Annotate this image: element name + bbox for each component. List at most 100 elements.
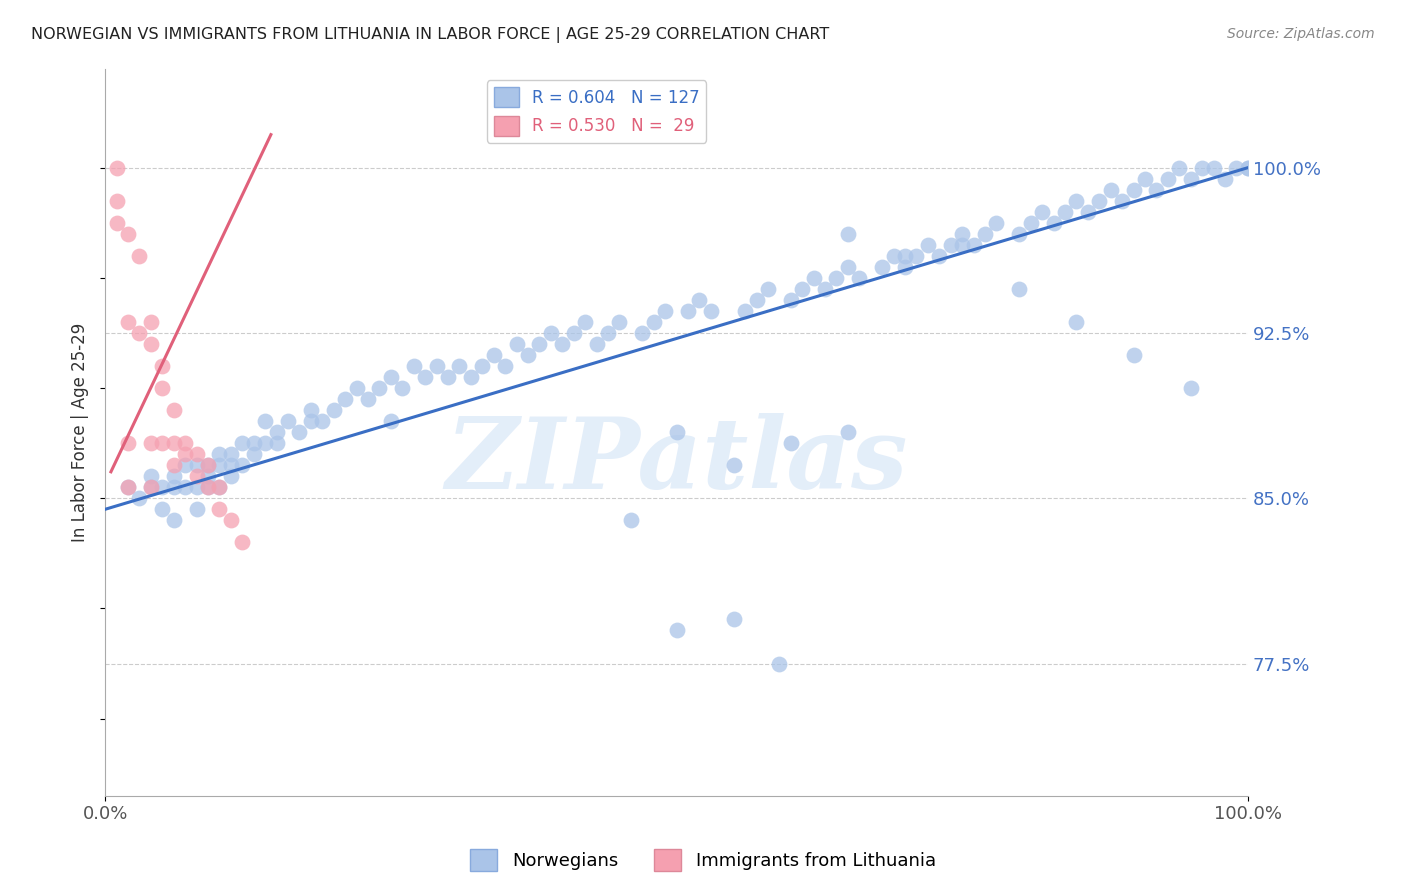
- Point: [894, 249, 917, 263]
- Point: [163, 458, 186, 473]
- Text: Source: ZipAtlas.com: Source: ZipAtlas.com: [1227, 27, 1375, 41]
- Point: [219, 458, 242, 473]
- Point: [1019, 216, 1042, 230]
- Point: [1191, 161, 1213, 175]
- Point: [266, 425, 288, 439]
- Point: [105, 216, 128, 230]
- Point: [950, 237, 973, 252]
- Point: [631, 326, 654, 340]
- Legend: Norwegians, Immigrants from Lithuania: Norwegians, Immigrants from Lithuania: [463, 842, 943, 879]
- Point: [917, 237, 939, 252]
- Point: [700, 304, 723, 318]
- Point: [734, 304, 756, 318]
- Point: [562, 326, 585, 340]
- Point: [1168, 161, 1191, 175]
- Point: [1111, 194, 1133, 208]
- Point: [299, 414, 322, 428]
- Point: [517, 348, 540, 362]
- Point: [186, 502, 208, 516]
- Point: [1225, 161, 1247, 175]
- Point: [803, 271, 825, 285]
- Point: [1122, 348, 1144, 362]
- Point: [128, 249, 150, 263]
- Point: [1042, 216, 1064, 230]
- Point: [1133, 171, 1156, 186]
- Point: [1077, 204, 1099, 219]
- Point: [779, 293, 801, 307]
- Point: [186, 458, 208, 473]
- Point: [574, 315, 596, 329]
- Point: [150, 436, 173, 450]
- Point: [117, 227, 139, 241]
- Point: [894, 260, 917, 274]
- Point: [311, 414, 333, 428]
- Point: [174, 458, 197, 473]
- Point: [779, 436, 801, 450]
- Point: [745, 293, 768, 307]
- Point: [676, 304, 699, 318]
- Point: [117, 436, 139, 450]
- Text: ZIPatlas: ZIPatlas: [446, 413, 908, 509]
- Point: [529, 337, 551, 351]
- Point: [208, 480, 231, 494]
- Point: [117, 480, 139, 494]
- Point: [654, 304, 676, 318]
- Point: [288, 425, 311, 439]
- Point: [197, 458, 219, 473]
- Point: [150, 381, 173, 395]
- Point: [768, 657, 790, 671]
- Point: [449, 359, 471, 373]
- Point: [494, 359, 516, 373]
- Point: [986, 216, 1008, 230]
- Point: [437, 370, 460, 384]
- Point: [643, 315, 665, 329]
- Point: [139, 469, 162, 483]
- Point: [596, 326, 619, 340]
- Point: [962, 237, 984, 252]
- Point: [219, 513, 242, 527]
- Point: [391, 381, 413, 395]
- Point: [974, 227, 997, 241]
- Point: [1088, 194, 1111, 208]
- Point: [231, 458, 253, 473]
- Point: [723, 458, 745, 473]
- Point: [219, 469, 242, 483]
- Point: [254, 436, 277, 450]
- Y-axis label: In Labor Force | Age 25-29: In Labor Force | Age 25-29: [72, 323, 89, 541]
- Point: [688, 293, 710, 307]
- Point: [208, 480, 231, 494]
- Point: [1180, 381, 1202, 395]
- Point: [837, 227, 859, 241]
- Point: [620, 513, 643, 527]
- Point: [939, 237, 962, 252]
- Point: [756, 282, 779, 296]
- Point: [540, 326, 562, 340]
- Point: [471, 359, 494, 373]
- Point: [242, 447, 264, 461]
- Point: [380, 414, 402, 428]
- Point: [357, 392, 380, 406]
- Point: [117, 315, 139, 329]
- Point: [482, 348, 505, 362]
- Point: [254, 414, 277, 428]
- Point: [905, 249, 928, 263]
- Point: [231, 436, 253, 450]
- Point: [174, 447, 197, 461]
- Point: [848, 271, 870, 285]
- Point: [231, 535, 253, 549]
- Point: [1202, 161, 1225, 175]
- Point: [1180, 171, 1202, 186]
- Point: [665, 425, 688, 439]
- Point: [870, 260, 893, 274]
- Point: [1144, 183, 1167, 197]
- Point: [368, 381, 391, 395]
- Point: [928, 249, 950, 263]
- Point: [197, 480, 219, 494]
- Point: [825, 271, 848, 285]
- Point: [1008, 282, 1031, 296]
- Point: [139, 480, 162, 494]
- Point: [1213, 171, 1236, 186]
- Point: [186, 447, 208, 461]
- Point: [1237, 161, 1260, 175]
- Point: [1031, 204, 1053, 219]
